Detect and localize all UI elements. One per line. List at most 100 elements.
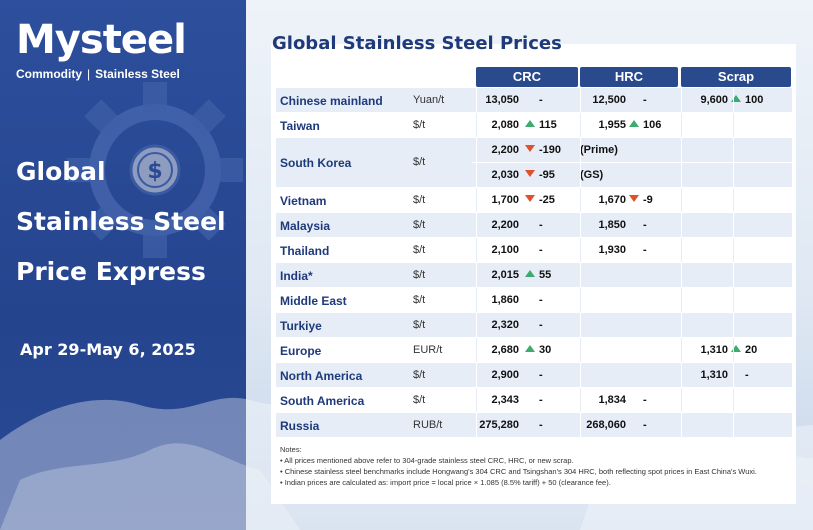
change-value: - xyxy=(539,394,543,406)
notes-line-1: • All prices mentioned above refer to 30… xyxy=(280,456,574,465)
crc-change: - xyxy=(539,319,543,331)
table-row: Middle East $/t 1,860 - xyxy=(276,288,792,312)
crc-change: - xyxy=(539,394,543,406)
crc-price: 2,100 xyxy=(491,244,519,256)
column-divider xyxy=(476,113,477,137)
row-unit: $/t xyxy=(413,294,426,306)
notes-heading: Notes: xyxy=(280,445,302,454)
column-divider xyxy=(476,213,477,237)
hrc-price: 1,930 xyxy=(598,244,626,256)
column-divider xyxy=(733,213,734,237)
scrap-price: 1,310 xyxy=(700,344,728,356)
row-country: Europe xyxy=(280,344,322,358)
hrc-price: 1,955 xyxy=(598,119,626,131)
hrc-change: -9 xyxy=(629,194,653,206)
row-divider xyxy=(472,162,792,163)
column-divider xyxy=(733,263,734,287)
hrc-change: - xyxy=(643,94,647,106)
table-row: Chinese mainland Yuan/t 13,050 - 12,500 - 9,60… xyxy=(276,88,792,112)
arrow-down-icon xyxy=(525,145,535,152)
crc-price: 2,080 xyxy=(491,119,519,131)
table-row: Malaysia $/t 2,200 - 1,850 - xyxy=(276,213,792,237)
change-value: 20 xyxy=(745,344,758,356)
column-divider xyxy=(580,113,581,137)
column-divider xyxy=(733,313,734,337)
crc-price: 275,280 xyxy=(479,419,519,431)
row-unit: $/t xyxy=(413,319,426,331)
hrc-price: 1,850 xyxy=(598,219,626,231)
change-value: - xyxy=(539,219,543,231)
column-divider xyxy=(580,263,581,287)
column-divider xyxy=(476,363,477,387)
crc-price-gs: 2,030 xyxy=(491,169,519,181)
row-country: Taiwan xyxy=(280,119,320,133)
date-range: Apr 29-May 6, 2025 xyxy=(20,340,196,359)
notes-line-2: • Chinese stainless steel benchmarks inc… xyxy=(280,467,757,476)
row-country: Chinese mainland xyxy=(280,94,383,108)
arrow-up-icon xyxy=(731,345,741,352)
column-divider xyxy=(580,238,581,262)
column-divider xyxy=(476,238,477,262)
column-divider xyxy=(476,413,477,437)
column-divider xyxy=(476,138,477,187)
column-divider xyxy=(733,338,734,362)
column-divider xyxy=(580,413,581,437)
column-header-crc: CRC xyxy=(476,67,578,87)
crc-price: 1,700 xyxy=(491,194,519,206)
hrc-price: 1,834 xyxy=(598,394,626,406)
row-unit: $/t xyxy=(413,369,426,381)
crc-change: - xyxy=(539,94,543,106)
column-divider xyxy=(580,88,581,112)
change-value: - xyxy=(539,94,543,106)
crc-change: - xyxy=(539,369,543,381)
change-value: 55 xyxy=(539,269,552,281)
column-divider xyxy=(681,413,682,437)
row-country: Malaysia xyxy=(280,219,331,233)
hrc-price: 268,060 xyxy=(586,419,626,431)
column-divider xyxy=(476,88,477,112)
table-row: Russia RUB/t 275,280 - 268,060 - xyxy=(276,413,792,437)
change-value: -25 xyxy=(539,194,555,206)
column-divider xyxy=(476,188,477,212)
row-country: Russia xyxy=(280,419,320,433)
hrc-change: - xyxy=(643,419,647,431)
headline: Global Stainless Steel Price Express xyxy=(16,147,226,297)
row-unit: $/t xyxy=(413,219,426,231)
arrow-up-icon xyxy=(525,345,535,352)
brand-subtitle: Commodity | Stainless Steel xyxy=(16,67,180,81)
column-divider xyxy=(476,338,477,362)
row-unit: $/t xyxy=(413,269,426,281)
table-row: Thailand $/t 2,100 - 1,930 - xyxy=(276,238,792,262)
table-row: North America $/t 2,900 - 1,310 - xyxy=(276,363,792,387)
crc-change: 55 xyxy=(525,269,551,281)
column-divider xyxy=(580,188,581,212)
korea-grade-note: (GS) xyxy=(580,169,604,181)
column-divider xyxy=(681,188,682,212)
table-row: India* $/t 2,015 55 xyxy=(276,263,792,287)
scrap-price: 1,310 xyxy=(700,369,728,381)
row-country: Middle East xyxy=(280,294,347,308)
hrc-change: - xyxy=(643,219,647,231)
change-value: 30 xyxy=(539,344,552,356)
table-row: Taiwan $/t 2,080 115 1,955 106 xyxy=(276,113,792,137)
change-value: - xyxy=(539,369,543,381)
arrow-up-icon xyxy=(525,270,535,277)
change-value: -9 xyxy=(643,194,653,206)
hero-panel: $ Mysteel Commodity | Stainless Steel Glob… xyxy=(0,0,246,530)
crc-change: -190 xyxy=(525,144,561,156)
gear-dollar-icon: $ xyxy=(67,82,243,258)
column-divider xyxy=(733,88,734,112)
svg-text:$: $ xyxy=(147,159,162,184)
scrap-change: 20 xyxy=(731,344,757,356)
row-country: India* xyxy=(280,269,313,283)
column-divider xyxy=(681,313,682,337)
change-value: - xyxy=(643,394,647,406)
table-row: South Korea $/t 2,200 -190 (Prime) 2,030 -95 (G… xyxy=(276,138,792,187)
brand-logo: Mysteel xyxy=(16,17,187,63)
column-divider xyxy=(681,338,682,362)
column-divider xyxy=(580,213,581,237)
crc-price: 2,900 xyxy=(491,369,519,381)
change-value: -95 xyxy=(539,169,555,181)
column-divider xyxy=(476,313,477,337)
hrc-price: 1,670 xyxy=(598,194,626,206)
